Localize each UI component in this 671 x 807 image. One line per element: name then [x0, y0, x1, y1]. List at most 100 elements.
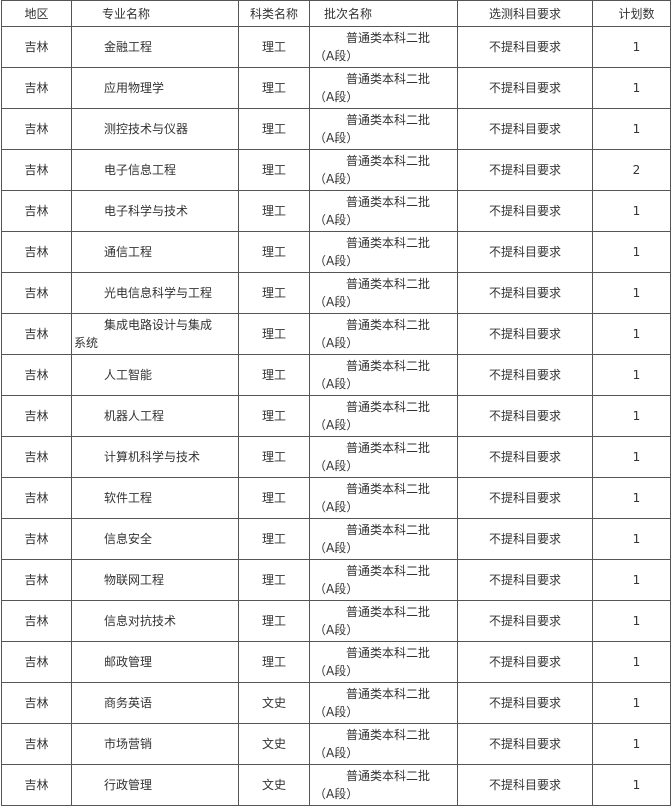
cell-category: 理工 [238, 272, 310, 314]
cell-requirement: 不提科目要求 [457, 190, 593, 232]
cell-region: 吉林 [1, 682, 72, 724]
cell-requirement: 不提科目要求 [457, 149, 593, 191]
cell-batch: 普通类本科二批（A段） [309, 26, 458, 68]
cell-major: 计算机科学与技术 [71, 436, 239, 478]
cell-category: 理工 [238, 108, 310, 150]
table-row: 吉林 市场营销 文史 普通类本科二批（A段） 不提科目要求 1 [1, 723, 671, 765]
cell-region: 吉林 [1, 354, 72, 396]
cell-category: 理工 [238, 190, 310, 232]
cell-major: 邮政管理 [71, 641, 239, 683]
cell-major: 物联网工程 [71, 559, 239, 601]
cell-batch: 普通类本科二批（A段） [309, 313, 458, 355]
cell-plan: 2 [592, 149, 671, 191]
cell-region: 吉林 [1, 231, 72, 273]
cell-requirement: 不提科目要求 [457, 559, 593, 601]
cell-batch: 普通类本科二批（A段） [309, 272, 458, 314]
table-row: 吉林 光电信息科学与工程 理工 普通类本科二批（A段） 不提科目要求 1 [1, 272, 671, 314]
cell-plan: 1 [592, 395, 671, 437]
cell-major: 行政管理 [71, 764, 239, 806]
cell-batch: 普通类本科二批（A段） [309, 231, 458, 273]
cell-region: 吉林 [1, 559, 72, 601]
cell-plan: 1 [592, 67, 671, 109]
cell-category: 理工 [238, 600, 310, 642]
table-row: 吉林 机器人工程 理工 普通类本科二批（A段） 不提科目要求 1 [1, 395, 671, 437]
cell-category: 理工 [238, 149, 310, 191]
cell-major: 软件工程 [71, 477, 239, 519]
cell-region: 吉林 [1, 313, 72, 355]
cell-major: 金融工程 [71, 26, 239, 68]
cell-category: 理工 [238, 67, 310, 109]
cell-plan: 1 [592, 518, 671, 560]
cell-requirement: 不提科目要求 [457, 108, 593, 150]
cell-batch: 普通类本科二批（A段） [309, 723, 458, 765]
cell-category: 文史 [238, 682, 310, 724]
table-row: 吉林 集成电路设计与集成系统 理工 普通类本科二批（A段） 不提科目要求 1 [1, 313, 671, 355]
cell-plan: 1 [592, 559, 671, 601]
cell-batch: 普通类本科二批（A段） [309, 764, 458, 806]
cell-major: 市场营销 [71, 723, 239, 765]
cell-major: 人工智能 [71, 354, 239, 396]
cell-batch: 普通类本科二批（A段） [309, 559, 458, 601]
cell-category: 理工 [238, 559, 310, 601]
cell-category: 理工 [238, 477, 310, 519]
cell-major: 机器人工程 [71, 395, 239, 437]
cell-requirement: 不提科目要求 [457, 436, 593, 478]
cell-batch: 普通类本科二批（A段） [309, 641, 458, 683]
cell-requirement: 不提科目要求 [457, 723, 593, 765]
cell-region: 吉林 [1, 641, 72, 683]
cell-requirement: 不提科目要求 [457, 518, 593, 560]
cell-requirement: 不提科目要求 [457, 395, 593, 437]
cell-region: 吉林 [1, 436, 72, 478]
cell-requirement: 不提科目要求 [457, 313, 593, 355]
cell-region: 吉林 [1, 26, 72, 68]
cell-region: 吉林 [1, 67, 72, 109]
header-batch: 批次名称 [309, 0, 458, 27]
header-major: 专业名称 [71, 0, 239, 27]
cell-major: 电子科学与技术 [71, 190, 239, 232]
cell-region: 吉林 [1, 149, 72, 191]
cell-region: 吉林 [1, 723, 72, 765]
cell-major: 电子信息工程 [71, 149, 239, 191]
cell-major: 商务英语 [71, 682, 239, 724]
cell-plan: 1 [592, 26, 671, 68]
table-row: 吉林 人工智能 理工 普通类本科二批（A段） 不提科目要求 1 [1, 354, 671, 396]
cell-plan: 1 [592, 764, 671, 806]
cell-plan: 1 [592, 354, 671, 396]
cell-major: 信息安全 [71, 518, 239, 560]
table-row: 吉林 电子科学与技术 理工 普通类本科二批（A段） 不提科目要求 1 [1, 190, 671, 232]
table-row: 吉林 电子信息工程 理工 普通类本科二批（A段） 不提科目要求 2 [1, 149, 671, 191]
cell-category: 理工 [238, 436, 310, 478]
cell-region: 吉林 [1, 108, 72, 150]
cell-batch: 普通类本科二批（A段） [309, 477, 458, 519]
header-row: 地区 专业名称 科类名称 批次名称 选测科目要求 计划数 [1, 0, 671, 27]
cell-requirement: 不提科目要求 [457, 26, 593, 68]
cell-category: 文史 [238, 764, 310, 806]
cell-region: 吉林 [1, 764, 72, 806]
cell-plan: 1 [592, 313, 671, 355]
cell-category: 理工 [238, 231, 310, 273]
cell-plan: 1 [592, 600, 671, 642]
cell-region: 吉林 [1, 600, 72, 642]
cell-batch: 普通类本科二批（A段） [309, 149, 458, 191]
cell-plan: 1 [592, 272, 671, 314]
table-row: 吉林 物联网工程 理工 普通类本科二批（A段） 不提科目要求 1 [1, 559, 671, 601]
table-row: 吉林 应用物理学 理工 普通类本科二批（A段） 不提科目要求 1 [1, 67, 671, 109]
cell-region: 吉林 [1, 518, 72, 560]
cell-region: 吉林 [1, 190, 72, 232]
cell-category: 理工 [238, 313, 310, 355]
cell-category: 理工 [238, 354, 310, 396]
cell-requirement: 不提科目要求 [457, 354, 593, 396]
cell-batch: 普通类本科二批（A段） [309, 682, 458, 724]
cell-category: 理工 [238, 641, 310, 683]
cell-plan: 1 [592, 477, 671, 519]
cell-region: 吉林 [1, 477, 72, 519]
cell-region: 吉林 [1, 395, 72, 437]
cell-category: 理工 [238, 518, 310, 560]
cell-requirement: 不提科目要求 [457, 764, 593, 806]
cell-requirement: 不提科目要求 [457, 477, 593, 519]
cell-region: 吉林 [1, 272, 72, 314]
table-row: 吉林 邮政管理 理工 普通类本科二批（A段） 不提科目要求 1 [1, 641, 671, 683]
cell-category: 文史 [238, 723, 310, 765]
header-requirement: 选测科目要求 [457, 0, 593, 27]
